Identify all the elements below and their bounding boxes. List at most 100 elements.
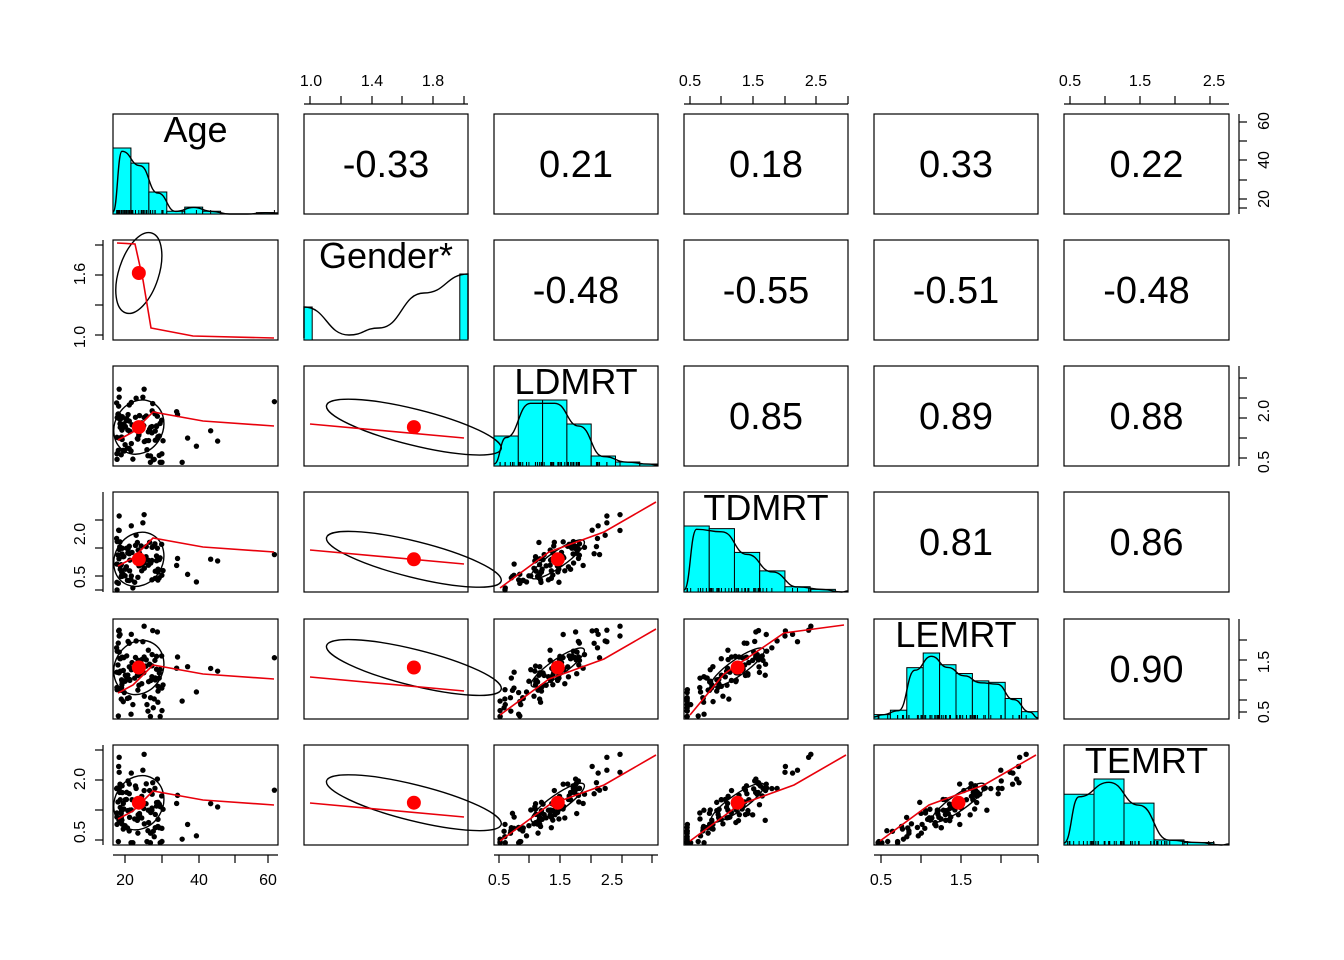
- scatter-point-LEMRT-TDMRT: [760, 657, 766, 664]
- panel-frame-5-4: [873, 744, 1039, 846]
- scatter-point-LEMRT-Age: [115, 713, 122, 719]
- scatter-point-TEMRT-LDMRT: [550, 807, 556, 814]
- scatter-point-LDMRT-Age: [151, 456, 157, 463]
- scatter-point-TEMRT-TDMRT: [700, 823, 707, 830]
- mean-point-TEMRT-LEMRT: [951, 795, 966, 810]
- correlation-ellipse-LDMRT-Age: [113, 399, 165, 455]
- scatter-point-LDMRT-Age: [156, 452, 162, 459]
- scatter-point-LEMRT-TDMRT: [782, 633, 788, 639]
- scatter-point-LEMRT-LDMRT: [515, 711, 522, 717]
- scatter-point-LEMRT-Age: [143, 657, 149, 663]
- scatter-point-LEMRT-TDMRT: [684, 696, 690, 702]
- scatter-point-TEMRT-Age: [271, 787, 278, 793]
- panel-frame-4-5: [1063, 618, 1230, 720]
- mean-point-TEMRT-Age: [131, 795, 146, 810]
- histogram-bar-TDMRT-2: [733, 551, 761, 593]
- scatter-point-LEMRT-LDMRT: [523, 689, 530, 695]
- scatter-point-TEMRT-Age: [155, 799, 161, 806]
- histogram-bar-LDMRT-2: [542, 399, 568, 467]
- scatter-point-TEMRT-Age: [136, 811, 142, 818]
- scatter-point-TEMRT-Age: [130, 840, 136, 846]
- scatter-point-TDMRT-LDMRT: [551, 539, 558, 545]
- scatter-point-TEMRT-LEMRT: [971, 806, 978, 812]
- scatter-point-TEMRT-LEMRT: [967, 812, 973, 818]
- panel-frame-1-3: [683, 239, 849, 341]
- scatter-point-TEMRT-TDMRT: [774, 785, 780, 792]
- scatter-point-TDMRT-Age: [271, 551, 278, 558]
- scatter-point-TEMRT-TDMRT: [782, 769, 788, 775]
- panel-frame-3-1: [303, 491, 469, 593]
- scatter-point-TEMRT-TDMRT: [684, 821, 691, 828]
- scatter-point-LEMRT-TDMRT: [808, 623, 814, 629]
- scatter-point-TEMRT-TDMRT: [794, 767, 801, 773]
- loess-line-TEMRT-TDMRT: [689, 754, 847, 842]
- scatter-point-LEMRT-Age: [157, 713, 163, 720]
- scatter-point-LEMRT-LDMRT: [497, 713, 503, 720]
- scatter-point-TEMRT-LDMRT: [501, 828, 507, 834]
- scatter-point-LEMRT-TDMRT: [697, 684, 703, 691]
- density-curve-LDMRT: [493, 402, 659, 466]
- scatter-point-LEMRT-Age: [115, 662, 121, 668]
- scatter-point-LEMRT-TDMRT: [756, 664, 762, 670]
- correlation-value-Age-LDMRT: 0.21: [539, 144, 613, 186]
- bottom-axis-ldmrt-tick-label: 1.5: [549, 872, 571, 889]
- panel-frame-5-3: [683, 744, 849, 846]
- scatter-point-TEMRT-Age: [128, 770, 134, 776]
- scatter-point-TEMRT-LEMRT: [998, 778, 1004, 784]
- scatter-point-LDMRT-Age: [133, 395, 139, 401]
- panel-frame-3-0: [112, 491, 279, 593]
- bottom-axis-ldmrt-tick-label: 0.5: [488, 872, 510, 889]
- scatter-point-TEMRT-TDMRT: [701, 807, 707, 813]
- scatter-point-TDMRT-LDMRT: [520, 577, 526, 584]
- scatter-point-TEMRT-LEMRT: [918, 830, 925, 836]
- scatter-point-LEMRT-Age: [120, 698, 126, 705]
- scatter-point-LEMRT-TDMRT: [742, 672, 749, 679]
- scatter-point-LEMRT-TDMRT: [714, 688, 720, 694]
- scatter-point-TDMRT-LDMRT: [594, 535, 601, 542]
- scatter-point-TDMRT-LDMRT: [550, 572, 556, 578]
- scatter-point-TEMRT-LEMRT: [904, 834, 910, 840]
- scatter-point-TEMRT-Age: [135, 830, 141, 836]
- mean-point-LEMRT-LDMRT: [550, 660, 565, 675]
- histogram-bar-Age-1: [130, 162, 150, 215]
- scatter-point-TEMRT-Age: [207, 800, 214, 807]
- density-curve-Age: [112, 150, 279, 215]
- scatter-point-TEMRT-Age: [143, 781, 149, 787]
- scatter-point-LEMRT-LDMRT: [604, 627, 610, 633]
- scatter-point-TEMRT-LEMRT: [988, 785, 994, 792]
- scatter-point-LEMRT-LDMRT: [564, 664, 571, 670]
- panel-frame-2-0: [112, 365, 279, 467]
- scatter-point-TEMRT-Age: [115, 838, 122, 845]
- scatter-point-LEMRT-Age: [115, 640, 121, 646]
- scatter-point-TEMRT-LEMRT: [919, 821, 925, 828]
- scatter-point-TEMRT-TDMRT: [684, 834, 690, 840]
- scatter-point-LDMRT-Age: [149, 423, 155, 430]
- scatter-point-LEMRT-TDMRT: [762, 661, 769, 667]
- scatter-point-TEMRT-Age: [151, 834, 157, 840]
- scatter-point-LEMRT-Age: [155, 699, 161, 705]
- scatter-point-TEMRT-LDMRT: [591, 791, 597, 797]
- scatter-point-TDMRT-Age: [129, 549, 135, 556]
- scatter-point-TDMRT-Age: [154, 545, 161, 551]
- scatter-point-TEMRT-TDMRT: [714, 799, 720, 806]
- scatter-point-LDMRT-Age: [271, 398, 278, 405]
- scatter-point-TEMRT-LEMRT: [957, 821, 963, 828]
- panel-frame-1-5: [1063, 239, 1230, 341]
- bottom-axis-lemrt-tick-label: 1.5: [950, 872, 972, 889]
- scatter-point-TEMRT-LEMRT: [903, 814, 910, 821]
- scatter-point-LEMRT-Age: [155, 688, 161, 694]
- scatter-point-TEMRT-Age: [114, 821, 120, 828]
- scatter-point-LEMRT-Age: [119, 654, 126, 661]
- scatter-point-LEMRT-TDMRT: [733, 678, 739, 685]
- scatter-point-TEMRT-LDMRT: [523, 833, 530, 839]
- loess-line-LEMRT-LDMRT: [499, 628, 657, 716]
- scatter-point-LEMRT-Age: [151, 696, 157, 702]
- histogram-bar-LEMRT-2: [906, 667, 924, 720]
- correlation-ellipse-TEMRT-Age: [113, 774, 165, 831]
- scatter-point-TEMRT-TDMRT: [705, 830, 711, 836]
- scatter-point-TEMRT-Age: [179, 836, 185, 842]
- density-curve-Gender*: [303, 273, 469, 339]
- scatter-point-TEMRT-LEMRT: [956, 781, 963, 787]
- scatter-point-TEMRT-Age: [152, 811, 158, 818]
- correlation-ellipse-LDMRT-Gender*: [325, 398, 503, 456]
